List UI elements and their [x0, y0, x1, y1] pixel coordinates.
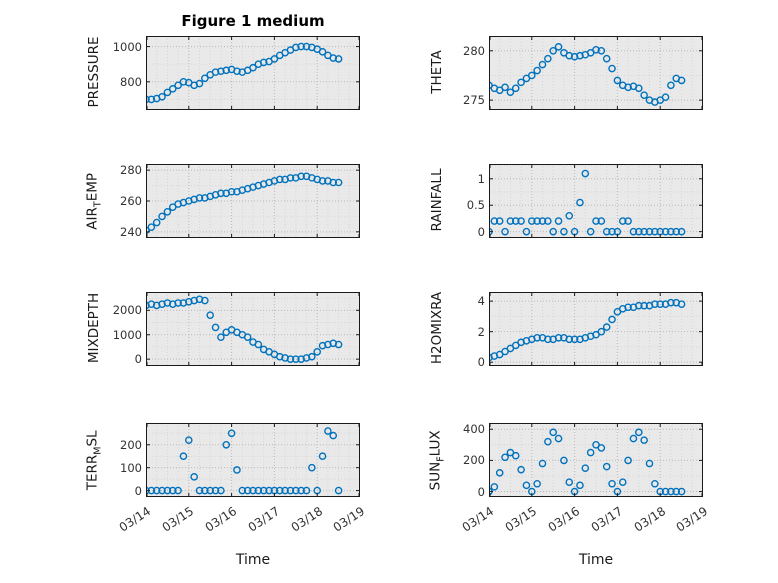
x-tick-label: 03/18	[631, 504, 668, 535]
pressure-ylabel: PRESSURE	[86, 12, 102, 132]
y-tick-label: 0.5	[466, 198, 485, 213]
x-tick-label: 03/14	[116, 504, 154, 535]
x-tick-label: 03/16	[545, 504, 583, 535]
y-tick-label: 240	[120, 224, 142, 239]
rainfall-plot-canvas	[489, 164, 703, 238]
y-tick-label: 280	[120, 163, 142, 178]
y-tick-label: 0	[134, 483, 142, 498]
y-tick-label: 280	[463, 43, 485, 58]
x-tick-label: 03/18	[288, 504, 325, 535]
figure-title: Figure 1 medium	[181, 12, 325, 30]
y-tick-label: 200	[463, 453, 485, 468]
x-tick-label: 03/15	[502, 504, 540, 535]
y-tick-label: 4	[477, 294, 485, 309]
x-axis-label: Time	[235, 552, 271, 568]
y-tick-label: 0	[134, 352, 142, 367]
y-tick-label: 1	[477, 171, 485, 186]
y-tick-label: 200	[120, 437, 142, 452]
x-tick-label: 03/16	[202, 504, 240, 535]
theta-plot-canvas	[489, 36, 703, 110]
theta-ylabel: THETA	[429, 12, 445, 132]
y-tick-label: 2000	[112, 303, 142, 318]
h2omixra-plot-canvas	[489, 292, 703, 366]
x-tick-label: 03/17	[588, 504, 626, 535]
x-tick-label: 03/14	[459, 504, 497, 535]
y-tick-label: 0	[477, 224, 485, 239]
pressure-plot-canvas	[146, 36, 360, 110]
x-tick-label: 03/19	[330, 504, 368, 535]
y-tick-label: 260	[120, 194, 142, 208]
y-tick-label: 0	[477, 355, 485, 370]
sunflux-plot-canvas	[489, 423, 703, 497]
mixdepth-plot-canvas	[146, 292, 360, 366]
terrmsl-plot-canvas	[146, 423, 360, 497]
x-tick-label: 03/15	[159, 504, 197, 535]
y-tick-label: 0	[477, 484, 485, 499]
y-tick-label: 100	[120, 460, 142, 475]
y-tick-label: 800	[120, 74, 142, 89]
y-tick-label: 400	[463, 422, 485, 437]
x-axis-label: Time	[578, 552, 614, 568]
x-tick-label: 03/19	[673, 504, 711, 535]
x-tick-label: 03/17	[245, 504, 283, 535]
y-tick-label: 1000	[112, 39, 142, 54]
y-tick-label: 2	[477, 324, 485, 339]
y-tick-label: 275	[463, 93, 485, 108]
y-tick-label: 1000	[112, 327, 142, 342]
airtemp-plot-canvas	[146, 164, 360, 238]
